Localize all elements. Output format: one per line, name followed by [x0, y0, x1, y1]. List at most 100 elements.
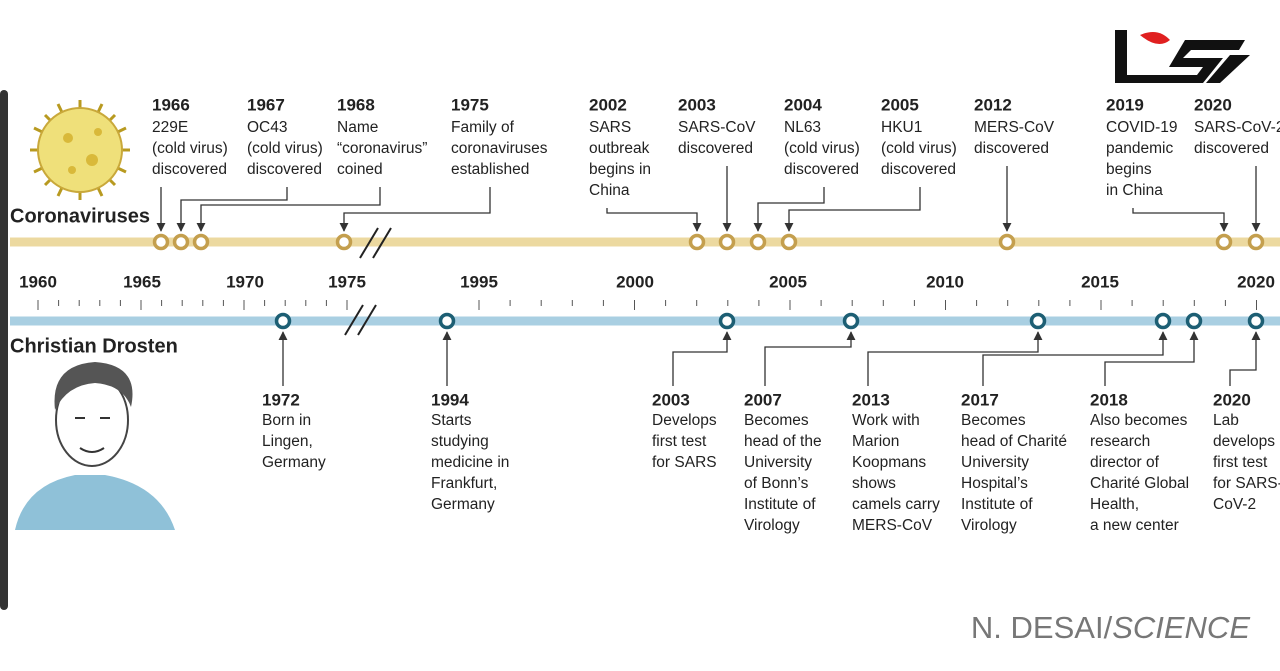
event: 1966 229E (cold virus) discovered [152, 95, 228, 251]
event-year: 1966 [152, 95, 190, 114]
connector [1132, 208, 1229, 232]
connector [982, 331, 1168, 386]
event-text: develops [1213, 433, 1275, 450]
event-text: Virology [744, 517, 800, 534]
event: 1994 Starts studying medicine in Frankfurt, G… [431, 312, 509, 513]
event-text: Koopmans [852, 454, 926, 471]
event: 2004 NL63 (cold virus) discovered [749, 95, 860, 251]
event-dot [688, 233, 706, 251]
connector [784, 187, 921, 232]
event-dot [842, 312, 860, 330]
axis-label: 1960 [19, 272, 57, 291]
event: 2013 Work with Marion Koopmans shows camels c… [852, 312, 1047, 534]
axis-label: 1975 [328, 272, 366, 291]
connector [339, 187, 491, 232]
credit-source: SCIENCE [1112, 610, 1250, 645]
event: 2020 SARS-CoV-2 discovered [1194, 95, 1280, 251]
event-year: 1975 [451, 95, 489, 114]
event-text: Family of [451, 119, 515, 136]
connector [1104, 331, 1199, 386]
event-text: director of [1090, 454, 1160, 471]
event-dot [438, 312, 456, 330]
event-text: studying [431, 433, 489, 450]
event-year: 2005 [881, 95, 919, 114]
event: 2007 Becomes head of the University of Bonn’… [744, 312, 860, 534]
event-text: discovered [152, 161, 227, 178]
event-text: Charité Global [1090, 475, 1189, 492]
event-dot [1247, 312, 1265, 330]
event-dot [749, 233, 767, 251]
row-label: Christian Drosten [10, 335, 178, 357]
logo [1115, 30, 1250, 83]
event-text: shows [852, 475, 896, 492]
event-text: research [1090, 433, 1150, 450]
event-text: Virology [961, 517, 1017, 534]
event-dot [998, 233, 1016, 251]
event-dot [274, 312, 292, 330]
event-dot [1154, 312, 1172, 330]
event-text: first test [1213, 454, 1268, 471]
event-text: discovered [247, 161, 322, 178]
event-text: Lingen, [262, 433, 313, 450]
event-text: SARS-CoV-2 [1194, 119, 1280, 136]
event-text: CoV-2 [1213, 496, 1256, 513]
event-text: (cold virus) [881, 140, 957, 157]
axis-label: 1970 [226, 272, 264, 291]
event-dot [335, 233, 353, 251]
event-text: Hospital’s [961, 475, 1028, 492]
event: 2003 Develops first test for SARS [652, 312, 736, 471]
event-text: Germany [262, 454, 326, 471]
event-text: University [744, 454, 812, 471]
event-year: 2013 [852, 390, 890, 409]
event-text: Institute of [961, 496, 1033, 513]
axis-label: 1965 [123, 272, 161, 291]
event-year: 2003 [652, 390, 690, 409]
event-dot [1247, 233, 1265, 251]
event-dot [172, 233, 190, 251]
event-text: 229E [152, 119, 188, 136]
axis-label: 2020 [1237, 272, 1275, 291]
event-text: discovered [1194, 140, 1269, 157]
event-text: Frankfurt, [431, 475, 497, 492]
event-text: begins in [589, 161, 651, 178]
event-text: Lab [1213, 412, 1239, 429]
event-text: discovered [678, 140, 753, 157]
event-text: (cold virus) [152, 140, 228, 157]
connector [196, 187, 381, 232]
event-year: 2002 [589, 95, 627, 114]
virus-illustration [30, 100, 130, 200]
event-text: discovered [974, 140, 1049, 157]
event-text: (cold virus) [784, 140, 860, 157]
event: 2017 Becomes head of Charité University Hosp… [961, 312, 1172, 534]
event-text: SARS-CoV [678, 119, 756, 136]
event-text: Institute of [744, 496, 816, 513]
event-text: discovered [881, 161, 956, 178]
event-text: discovered [784, 161, 859, 178]
event-text: University [961, 454, 1029, 471]
event-text: “coronavirus” [337, 140, 427, 157]
event-year: 2017 [961, 390, 999, 409]
event-year: 2019 [1106, 95, 1144, 114]
event-dot [1029, 312, 1047, 330]
event-text: Work with [852, 412, 920, 429]
event-text: a new center [1090, 517, 1179, 534]
connector [1229, 331, 1261, 386]
axis-ticks [37, 300, 1257, 310]
event-text: in China [1106, 182, 1163, 199]
event-text: for SARS- [1213, 475, 1280, 492]
connector [867, 331, 1043, 386]
connector [176, 187, 288, 232]
event-text: China [589, 182, 630, 199]
event: 1972 Born in Lingen, Germany [262, 312, 326, 471]
event-text: NL63 [784, 119, 821, 136]
event-year: 1968 [337, 95, 375, 114]
axis-break [344, 227, 392, 336]
event: 2019 COVID-19 pandemic begins in China [1106, 95, 1233, 251]
event-text: for SARS [652, 454, 717, 471]
event-dot [1215, 233, 1233, 251]
axis-label: 2010 [926, 272, 964, 291]
event: 2018 Also becomes research director of Chari… [1090, 312, 1203, 534]
side-bar [0, 90, 8, 610]
event-text: coronaviruses [451, 140, 548, 157]
